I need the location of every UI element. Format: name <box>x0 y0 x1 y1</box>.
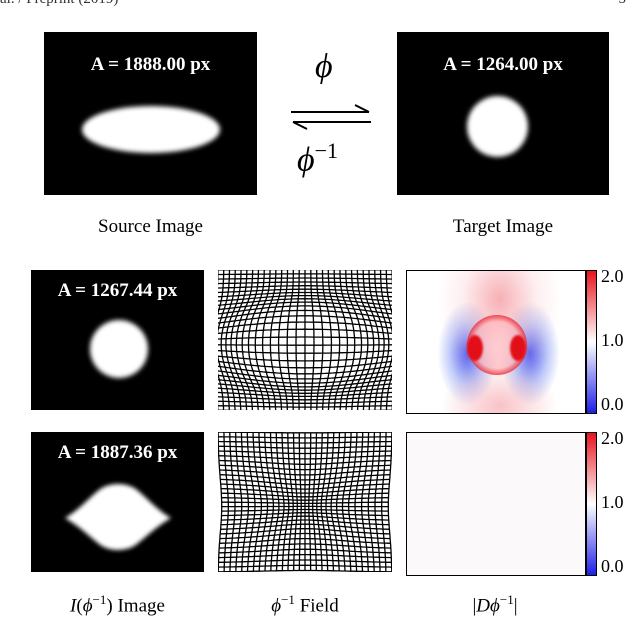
source-ellipse <box>82 106 220 153</box>
grid-line <box>218 432 392 433</box>
page-number: 5 <box>619 0 627 8</box>
warped-image-panel-1: A = 1267.44 px <box>31 270 204 410</box>
warped-area-label-1: A = 1267.44 px <box>31 280 204 302</box>
deformation-field-2 <box>218 432 392 572</box>
colorbar-1-tick-mid: 1.0 <box>601 330 624 351</box>
colorbar-1-tick-max: 2.0 <box>601 266 624 287</box>
jacobian-map-1 <box>406 270 586 414</box>
warped-image-caption: I(ϕ−1) Image <box>31 592 204 617</box>
page-header-left: al. / Preprint (2019) <box>0 0 118 8</box>
colorbar-2 <box>586 432 597 576</box>
phi-inverse-symbol: ϕ−1 <box>297 138 338 179</box>
target-caption: Target Image <box>397 216 609 238</box>
warped-circle-1 <box>90 320 148 378</box>
colorbar-2-tick-max: 2.0 <box>601 428 624 449</box>
warped-image-panel-2: A = 1887.36 px <box>31 432 204 572</box>
colorbar-2-tick-mid: 1.0 <box>601 492 624 513</box>
source-image-panel: A = 1888.00 px <box>44 32 257 195</box>
phi-symbol: ϕ <box>315 48 333 86</box>
jacobian-map-2 <box>406 432 586 576</box>
harpoon-arrows-icon <box>289 104 373 130</box>
target-circle <box>467 96 528 157</box>
source-area-label: A = 1888.00 px <box>44 54 257 76</box>
colorbar-1 <box>586 270 597 414</box>
colorbar-1-tick-min: 0.0 <box>601 394 624 415</box>
warped-shape-2 <box>31 432 204 572</box>
jacobian-caption: |Dϕ−1| <box>406 592 584 617</box>
target-image-panel: A = 1264.00 px <box>397 32 609 195</box>
deformation-field-1 <box>218 270 392 410</box>
source-caption: Source Image <box>44 216 257 238</box>
target-area-label: A = 1264.00 px <box>397 54 609 76</box>
transform-arrows: ϕ ϕ−1 <box>283 48 379 188</box>
field-caption: ϕ−1 Field <box>218 592 392 617</box>
colorbar-2-tick-min: 0.0 <box>601 556 624 577</box>
